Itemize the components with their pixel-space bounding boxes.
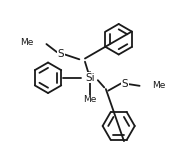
Text: Si: Si xyxy=(85,73,95,83)
Text: Me: Me xyxy=(20,38,34,47)
Text: S: S xyxy=(122,79,129,89)
Text: Me: Me xyxy=(152,81,166,90)
Text: Me: Me xyxy=(83,95,97,104)
Text: S: S xyxy=(57,49,64,59)
